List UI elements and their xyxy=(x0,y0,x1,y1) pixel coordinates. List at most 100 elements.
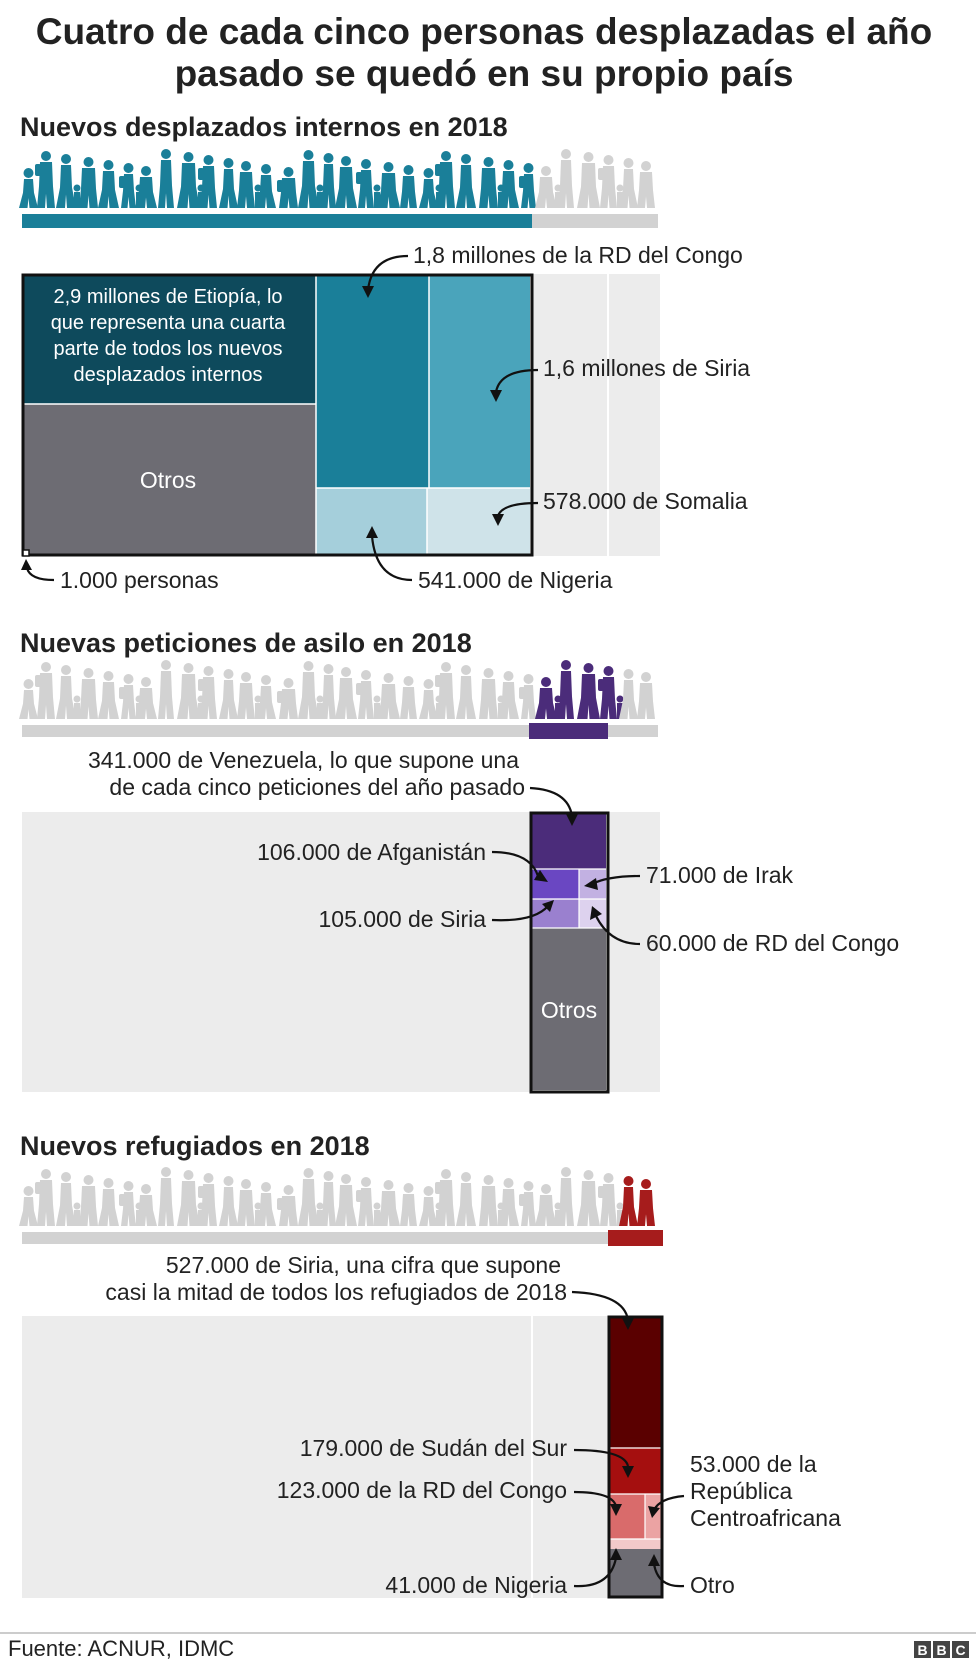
person-icon xyxy=(219,1176,238,1226)
person-icon xyxy=(98,671,119,719)
person-icon xyxy=(79,1175,98,1226)
person-icon xyxy=(35,1169,55,1226)
refugee-label-centroafricana-3: Centroafricana xyxy=(690,1505,841,1531)
person-icon xyxy=(619,158,638,208)
person-icon xyxy=(321,1171,336,1226)
svg-text:C: C xyxy=(955,1642,965,1658)
person-icon xyxy=(19,1186,38,1226)
person-icon xyxy=(435,151,455,208)
person-icon xyxy=(158,1167,174,1226)
person-icon xyxy=(400,1183,417,1226)
person-icon xyxy=(377,162,400,208)
person-icon xyxy=(19,679,38,719)
person-icon xyxy=(56,665,81,719)
person-icon xyxy=(158,149,174,208)
refugee-arrowhead-otro xyxy=(648,1554,660,1566)
asylum-arrow-congo xyxy=(595,915,641,946)
idp-arrowhead-siria xyxy=(490,390,502,402)
section-title-idp: Nuevos desplazados internos en 2018 xyxy=(20,112,508,142)
person-icon xyxy=(598,666,624,719)
asylum-arrow-afganistan xyxy=(491,850,540,877)
title-line-2: pasado se quedó en su propio país xyxy=(175,53,794,94)
person-icon xyxy=(335,667,357,719)
asylum-arrowhead-congo xyxy=(590,906,602,920)
person-icon xyxy=(577,1170,600,1226)
bar-track-refugee xyxy=(22,1232,660,1244)
idp-label-congo: 1,8 millones de la RD del Congo xyxy=(413,242,743,268)
idp-cell-otros xyxy=(24,404,316,554)
person-icon xyxy=(219,669,238,719)
person-icon xyxy=(637,1179,655,1226)
refugee-arrowhead-nigeria xyxy=(610,1548,622,1560)
person-icon xyxy=(277,1185,298,1226)
idp-arrowhead-somalia xyxy=(492,514,504,526)
section-title-refugee: Nuevos refugiados en 2018 xyxy=(20,1131,370,1161)
refugee-label-centroafricana-1: 53.000 de la xyxy=(690,1451,817,1477)
person-icon xyxy=(356,159,381,208)
asylum-arrowhead-siria xyxy=(542,900,554,912)
svg-text:B: B xyxy=(936,1642,946,1658)
asylum-arrowhead-venezuela xyxy=(566,814,578,826)
person-icon xyxy=(98,160,119,208)
person-icon xyxy=(158,660,174,719)
person-icon xyxy=(356,1177,381,1226)
person-icon xyxy=(558,149,574,208)
idp-label-etiopia-3: parte de todos los nuevos xyxy=(53,338,282,360)
person-icon xyxy=(98,1178,119,1226)
person-icon xyxy=(219,158,238,208)
refugee-label-otro: Otro xyxy=(690,1572,735,1598)
refugee-label-nigeria: 41.000 de Nigeria xyxy=(385,1572,567,1598)
asylum-label-congo: 60.000 de RD del Congo xyxy=(646,930,899,956)
bbc-logo: B B C xyxy=(914,1641,969,1658)
person-icon xyxy=(498,1178,519,1226)
refugee-label-centroafricana-2: República xyxy=(690,1478,792,1504)
bar-share-refugee xyxy=(608,1230,663,1246)
person-icon xyxy=(498,160,519,208)
person-icon xyxy=(535,166,562,208)
person-icon xyxy=(377,1180,400,1226)
idp-label-etiopia-1: 2,9 millones de Etiopía, lo xyxy=(53,286,282,308)
idp-cell-siria xyxy=(429,276,530,488)
refugee-label-siria-1: 527.000 de Siria, una cifra que supone xyxy=(166,1252,561,1278)
person-icon xyxy=(519,163,536,208)
scale-square xyxy=(22,549,30,557)
person-icon xyxy=(198,155,217,208)
refugee-arrow-siria xyxy=(571,1290,630,1321)
person-icon xyxy=(637,161,655,208)
person-icon xyxy=(298,1168,324,1226)
person-icon xyxy=(298,661,324,719)
person-icon xyxy=(35,151,55,208)
bar-track-asylum xyxy=(22,725,658,737)
idp-cell-etiopia xyxy=(24,276,316,404)
refugee-arrowhead-congo xyxy=(610,1504,622,1516)
refugee-arrow-congo xyxy=(573,1490,618,1507)
idp-label-etiopia-2: que representa una cuarta xyxy=(51,312,286,334)
idp-arrow-somalia xyxy=(496,501,539,517)
section-title-asylum: Nuevas peticiones de asilo en 2018 xyxy=(20,628,472,658)
person-icon xyxy=(335,156,357,208)
asylum-cell-borders xyxy=(532,868,606,929)
person-icon xyxy=(558,1167,574,1226)
idp-arrowhead-congo xyxy=(362,286,374,298)
asylum-arrowhead-afganistan xyxy=(534,870,548,882)
person-icon xyxy=(356,670,381,719)
asylum-frame xyxy=(529,811,610,1094)
person-icon xyxy=(535,1184,562,1226)
person-icon xyxy=(435,662,455,719)
refugee-cell-nigeria xyxy=(610,1539,661,1549)
person-icon xyxy=(400,676,417,719)
refugee-cell-siria xyxy=(610,1318,661,1448)
asylum-label-irak: 71.000 de Irak xyxy=(646,862,794,888)
person-icon xyxy=(135,677,157,719)
idp-label-siria: 1,6 millones de Siria xyxy=(543,355,750,381)
idp-arrow-congo xyxy=(366,254,409,291)
person-icon xyxy=(558,660,574,719)
person-icon xyxy=(519,674,536,719)
asylum-label-venezuela-1: 341.000 de Venezuela, lo que supone una xyxy=(88,747,519,773)
idp-cell-borders xyxy=(24,276,530,554)
asylum-cell-venezuela xyxy=(532,814,606,869)
refugee-frame xyxy=(607,1315,664,1599)
refugee-arrow-sudan xyxy=(573,1448,630,1467)
person-icon xyxy=(335,1174,357,1226)
